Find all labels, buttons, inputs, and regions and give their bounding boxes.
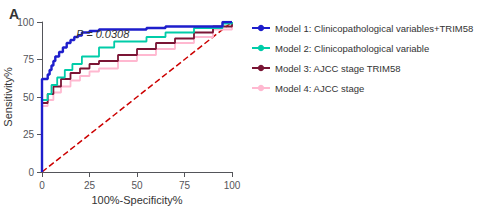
svg-text:Model 1: Clinicopathological v: Model 1: Clinicopathological variables+T… <box>275 23 473 34</box>
svg-text:Model 3: AJCC stage TRIM58: Model 3: AJCC stage TRIM58 <box>275 63 401 74</box>
svg-text:100: 100 <box>17 17 34 28</box>
svg-text:Model 2: Clinicopathological v: Model 2: Clinicopathological variable <box>275 43 429 54</box>
svg-text:50: 50 <box>131 180 143 191</box>
svg-text:0: 0 <box>28 167 34 178</box>
svg-text:50: 50 <box>23 92 35 103</box>
svg-text:75: 75 <box>179 180 191 191</box>
svg-text:25: 25 <box>23 129 35 140</box>
svg-text:100%-Specificity%: 100%-Specificity% <box>91 194 182 206</box>
svg-text:A: A <box>9 6 19 22</box>
svg-text:25: 25 <box>84 180 96 191</box>
svg-text:P = 0.0308: P = 0.0308 <box>76 28 130 40</box>
svg-text:0: 0 <box>39 180 45 191</box>
svg-text:100: 100 <box>224 180 241 191</box>
svg-text:Sensitivity%: Sensitivity% <box>2 67 14 127</box>
svg-text:Model 4: AJCC stage: Model 4: AJCC stage <box>275 83 364 94</box>
svg-text:75: 75 <box>23 54 35 65</box>
